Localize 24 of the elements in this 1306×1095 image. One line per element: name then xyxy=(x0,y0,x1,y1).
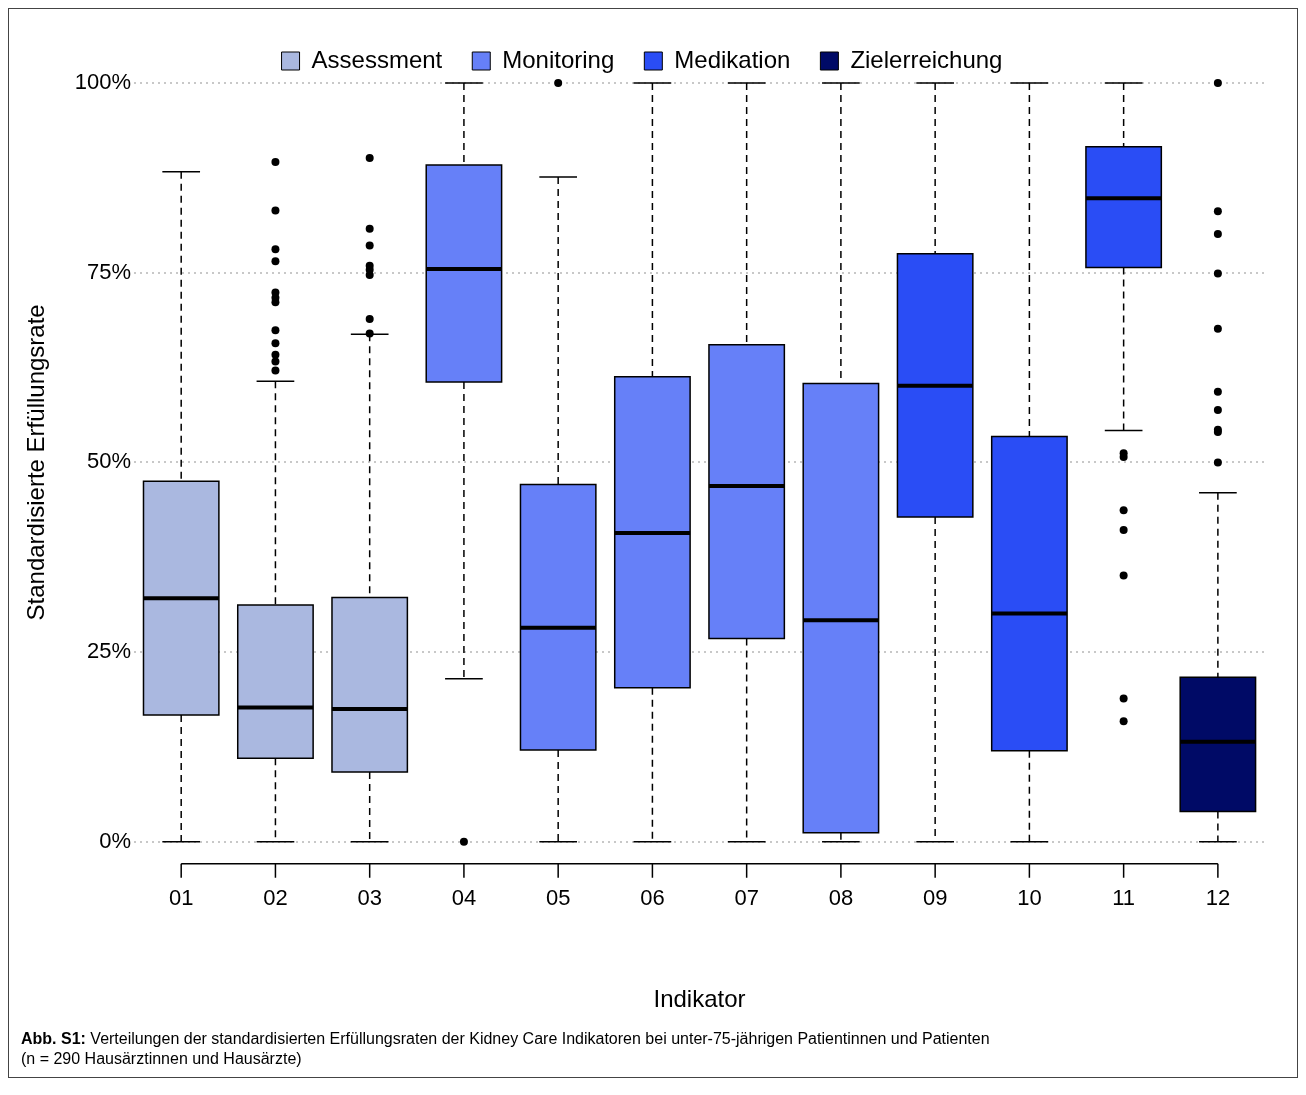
x-tick-label: 03 xyxy=(357,885,382,911)
y-axis-title: Standardisierte Erfüllungsrate xyxy=(22,304,50,621)
x-tick-label: 05 xyxy=(545,885,571,911)
x-tick-label: 08 xyxy=(828,885,854,911)
x-tick-label: 02 xyxy=(263,885,288,911)
x-tick-label: 07 xyxy=(734,885,759,911)
y-tick-label: 0% xyxy=(99,827,132,853)
y-tick-label: 100% xyxy=(74,69,132,95)
legend-label: Zielerreichung xyxy=(850,45,1003,73)
x-tick-label: 12 xyxy=(1205,885,1231,911)
legend-label: Assessment xyxy=(311,45,443,73)
x-tick-label: 04 xyxy=(451,885,477,911)
x-tick-label: 09 xyxy=(922,885,948,911)
legend-label: Medikation xyxy=(674,45,791,73)
x-tick-label: 10 xyxy=(1017,885,1042,911)
x-tick-label: 06 xyxy=(640,885,665,911)
y-tick-label: 50% xyxy=(87,448,132,474)
y-tick-label: 75% xyxy=(87,258,132,284)
y-tick-label: 25% xyxy=(87,638,132,664)
x-tick-label: 11 xyxy=(1112,885,1136,911)
legend-label: Monitoring xyxy=(502,45,615,73)
x-tick-label: 01 xyxy=(168,885,194,911)
x-axis-title: Indikator xyxy=(653,985,746,1013)
caption: Abb. S1: Verteilungen der standardisierten Erfüllungsraten der Kidney Care Indikatoren bei unter-75-jährigen Patientinnen und Patienten (n = 290 Hausärztinnen und Hausärzte) xyxy=(21,1030,990,1067)
